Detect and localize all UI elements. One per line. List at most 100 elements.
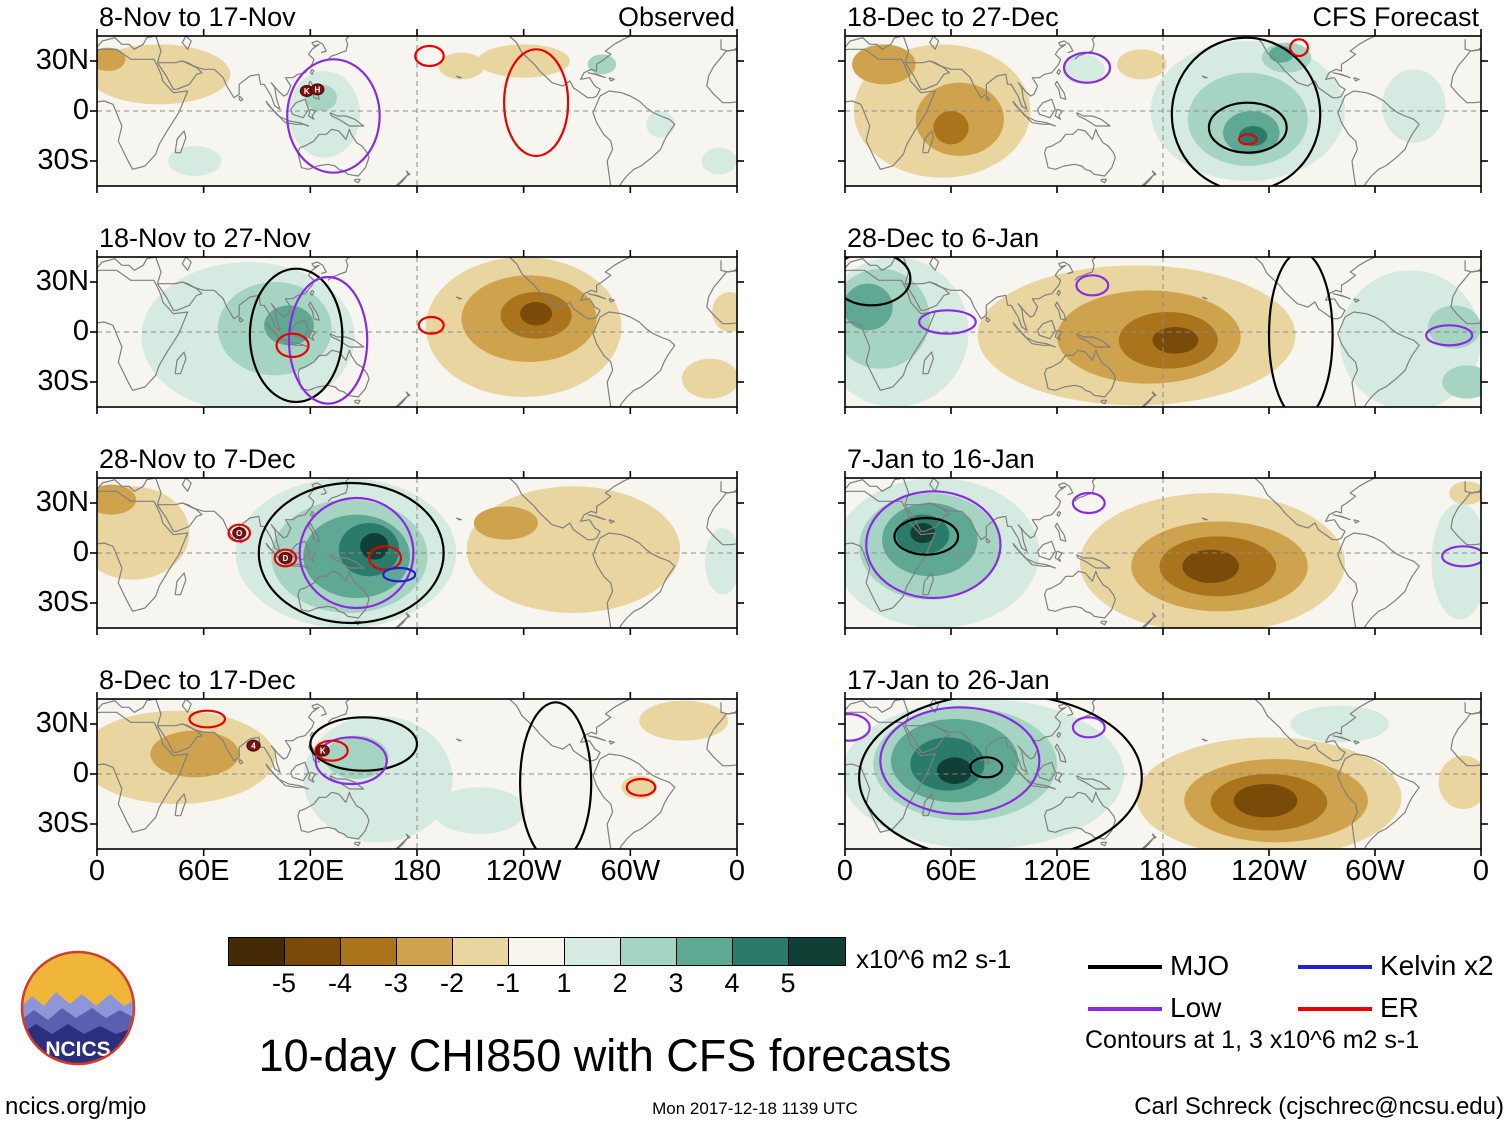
x-tick-label: 120W (485, 855, 562, 887)
map-fcst-3 (838, 471, 1488, 635)
colorbar-cell (509, 938, 565, 965)
legend-swatch-er (1298, 1007, 1372, 1011)
svg-text:4: 4 (251, 742, 256, 751)
x-tick-label: 0 (728, 855, 746, 887)
panel-title: 28-Nov to 7-Dec (99, 444, 296, 474)
colorbar-tick-label: 1 (556, 968, 572, 998)
colorbar-cell (789, 938, 845, 965)
colorbar-cell (565, 938, 621, 965)
y-tick-label: 30S (37, 144, 89, 176)
panel-title: 8-Dec to 17-Dec (99, 665, 296, 695)
map-fcst-4 (838, 692, 1488, 856)
x-tick-label: 120W (1231, 855, 1307, 887)
x-tick-label: 120E (276, 855, 345, 887)
y-tick-label: 0 (72, 94, 89, 126)
panel-title: 8-Nov to 17-Nov (99, 2, 296, 32)
ncics-logo-ring (20, 950, 136, 1066)
colorbar-cell (621, 938, 677, 965)
legend-label: ER (1380, 992, 1419, 1023)
colorbar-tick-label: 2 (612, 968, 628, 998)
y-tick-label: 30N (35, 707, 89, 739)
colorbar-units-label: x10^6 m2 s-1 (856, 944, 1012, 974)
colorbar-cell (453, 938, 509, 965)
colorbar-tick-label: -3 (383, 968, 408, 998)
footer-credit: Carl Schreck (cjschrec@ncsu.edu) (1134, 1093, 1504, 1120)
panel-corner-label: Observed (617, 2, 735, 32)
storm-marker-D: D (278, 552, 293, 564)
map-panel-obs-3: 28-Nov to 7-Dec O D (90, 444, 744, 635)
panel-title: 18-Nov to 27-Nov (99, 223, 311, 253)
panel-title: 28-Dec to 6-Jan (847, 223, 1040, 253)
colorbar-cell (341, 938, 397, 965)
x-tick-label: 60E (177, 855, 230, 887)
map-obs-4: 4K (90, 692, 744, 856)
x-tick-label: 60W (1345, 855, 1405, 887)
footer-url: ncics.org/mjo (5, 1093, 147, 1120)
legend-swatch-low (1088, 1007, 1162, 1011)
x-tick-label: 180 (392, 855, 442, 887)
legend-note: Contours at 1, 3 x10^6 m2 s-1 (1085, 1026, 1420, 1054)
colorbar-cell (285, 938, 341, 965)
y-tick-label: 30S (37, 807, 89, 839)
legend-swatch-mjo (1088, 965, 1162, 969)
colorbar-tick-label: -4 (327, 968, 352, 998)
storm-marker-K: K (315, 744, 330, 757)
svg-text:H: H (315, 85, 321, 94)
y-tick-label: 30N (35, 486, 89, 518)
map-panel-fcst-4: 17-Jan to 26-Jan (838, 665, 1488, 856)
legend-label: Low (1170, 992, 1222, 1023)
ncics-logo-text: NCICS (45, 1038, 110, 1061)
x-tick-label: 0 (1472, 855, 1490, 887)
x-tick-label: 60W (600, 855, 661, 887)
map-panel-fcst-2: 28-Dec to 6-Jan (838, 223, 1488, 414)
y-tick-label: 30S (37, 365, 89, 397)
svg-text:O: O (236, 529, 242, 538)
svg-text:D: D (283, 554, 289, 563)
y-tick-label: 0 (72, 536, 89, 568)
map-obs-2 (90, 250, 744, 414)
map-obs-3: OD (90, 471, 744, 635)
x-tick-label: 0 (88, 855, 106, 887)
svg-text:K: K (304, 87, 310, 96)
y-tick-label: 0 (72, 315, 89, 347)
colorbar-tick-label: 4 (724, 968, 740, 998)
ncics-logo: NCICS (20, 950, 136, 1066)
y-tick-label: 30N (35, 44, 89, 76)
storm-marker-O: O (232, 527, 247, 539)
storm-marker-H: H (310, 83, 325, 96)
colorbar-tick-label: 3 (668, 968, 684, 998)
legend-swatch-kelvin-x2 (1298, 965, 1372, 969)
colorbar-tick-label: -2 (439, 968, 464, 998)
colorbar-cell (397, 938, 453, 965)
y-tick-label: 0 (72, 757, 89, 789)
colorbar-cell (229, 938, 285, 965)
svg-text:K: K (320, 747, 326, 756)
footer-timestamp: Mon 2017-12-18 1139 UTC (652, 1099, 858, 1118)
colorbar-cell (733, 938, 789, 965)
panel-corner-label: CFS Forecast (1312, 2, 1479, 32)
panel-title: 17-Jan to 26-Jan (847, 665, 1050, 695)
legend-label: Kelvin x2 (1380, 950, 1494, 981)
colorbar (228, 937, 846, 966)
colorbar-tick-label: -5 (271, 968, 296, 998)
map-panel-obs-4: 8-Dec to 17-Dec 4 K (90, 665, 744, 856)
colorbar-tick-label: -1 (495, 968, 520, 998)
x-tick-label: 0 (836, 855, 854, 887)
x-tick-label: 60E (925, 855, 977, 887)
map-panel-obs-1: 8-Nov to 17-Nov Observed K H (90, 2, 744, 193)
panel-title: 7-Jan to 16-Jan (847, 444, 1035, 474)
map-fcst-1 (838, 29, 1488, 193)
map-panel-fcst-3: 7-Jan to 16-Jan (838, 444, 1488, 635)
figure-title: 10-day CHI850 with CFS forecasts (258, 1030, 952, 1081)
map-fcst-2 (838, 250, 1488, 414)
map-panel-obs-2: 18-Nov to 27-Nov (90, 223, 744, 414)
x-tick-label: 180 (1138, 855, 1188, 887)
colorbar-tick-label: 5 (780, 968, 796, 998)
panel-title: 18-Dec to 27-Dec (847, 2, 1059, 32)
ncics-logo-art: NCICS (22, 952, 134, 1064)
y-tick-label: 30N (35, 265, 89, 297)
legend-label: MJO (1170, 950, 1230, 981)
storm-marker-4: 4 (246, 739, 261, 752)
